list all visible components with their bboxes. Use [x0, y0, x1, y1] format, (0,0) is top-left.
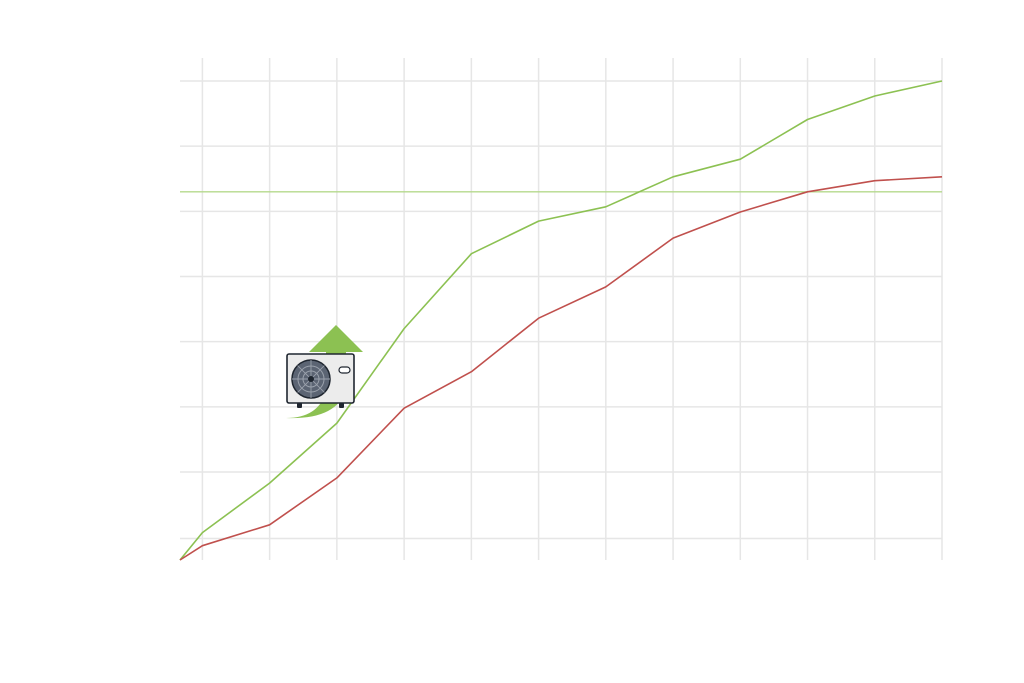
fan-icon — [291, 359, 331, 399]
series-line-2 — [179, 176, 943, 561]
outdoor-unit-foot-right — [339, 403, 344, 408]
outdoor-unit-foot-left — [297, 403, 302, 408]
series-line-1 — [179, 80, 943, 561]
heat-pump-icon — [286, 325, 363, 419]
outdoor-unit-vent — [338, 366, 351, 374]
series-layer — [179, 80, 943, 561]
grid — [180, 58, 943, 560]
